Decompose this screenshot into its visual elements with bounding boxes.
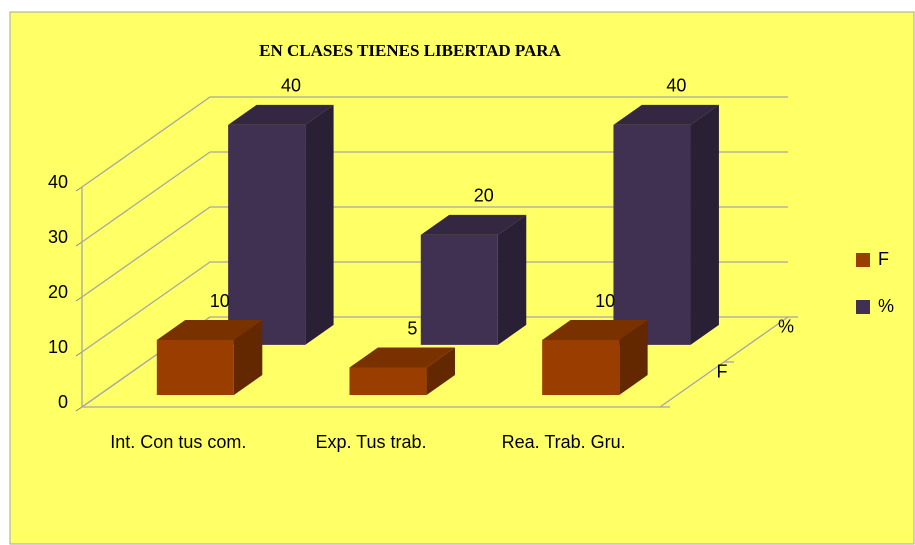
- grid-line: [81, 96, 788, 188]
- depth-label: %: [778, 316, 794, 336]
- y-tick-label: 0: [58, 392, 68, 412]
- bar-front: [420, 234, 498, 345]
- data-label: 5: [407, 318, 417, 338]
- bar-side: [233, 320, 263, 396]
- bar-front: [228, 124, 306, 345]
- bar-top: [156, 320, 263, 341]
- bar-top: [228, 104, 334, 125]
- data-label: 20: [474, 186, 494, 206]
- chart-title: EN CLASES TIENES LIBERTAD PARA: [259, 41, 561, 60]
- y-tick-label: 10: [48, 337, 68, 357]
- depth-label: F: [717, 361, 728, 381]
- bar-front: [542, 340, 620, 396]
- y-tick: [75, 406, 83, 412]
- legend-swatch: [856, 253, 870, 267]
- y-tick-label: 40: [48, 172, 68, 192]
- grid-line: [81, 261, 788, 353]
- legend-swatch: [856, 300, 870, 314]
- data-label: 40: [281, 76, 301, 96]
- bar-top: [542, 320, 648, 341]
- y-tick: [75, 351, 83, 357]
- bar-side: [426, 347, 455, 396]
- bar-top: [420, 214, 527, 235]
- bar-front: [349, 367, 427, 396]
- bar-side: [690, 104, 719, 345]
- y-tick: [75, 186, 83, 192]
- y-tick: [75, 296, 83, 302]
- x-tick-label: Exp. Tus trab.: [315, 432, 427, 452]
- bar-top: [613, 104, 719, 125]
- bar-top: [349, 347, 455, 368]
- bar-side: [619, 320, 648, 396]
- bar-side: [497, 214, 527, 345]
- data-label: 10: [595, 291, 615, 311]
- x-tick-label: Rea. Trab. Gru.: [501, 432, 626, 452]
- data-label: 40: [666, 76, 686, 96]
- grid-line: [81, 206, 788, 298]
- bar-side: [305, 104, 334, 345]
- data-label: 10: [210, 291, 230, 311]
- bar-front: [613, 124, 691, 345]
- y-tick: [75, 241, 83, 247]
- legend-label: %: [878, 296, 894, 316]
- y-tick-label: 30: [48, 227, 68, 247]
- grid-line: [81, 151, 788, 243]
- y-tick-label: 20: [48, 282, 68, 302]
- legend-label: F: [878, 249, 889, 269]
- x-tick-label: Int. Con tus com.: [110, 432, 247, 452]
- bar-front: [156, 340, 234, 396]
